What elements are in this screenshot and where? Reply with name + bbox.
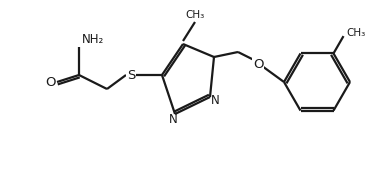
- Text: CH₃: CH₃: [185, 10, 204, 20]
- Text: O: O: [253, 57, 263, 71]
- Text: S: S: [127, 68, 135, 82]
- Text: CH₃: CH₃: [346, 28, 366, 38]
- Text: NH₂: NH₂: [82, 33, 104, 46]
- Text: N: N: [169, 112, 178, 126]
- Text: O: O: [45, 76, 55, 89]
- Text: N: N: [211, 94, 219, 106]
